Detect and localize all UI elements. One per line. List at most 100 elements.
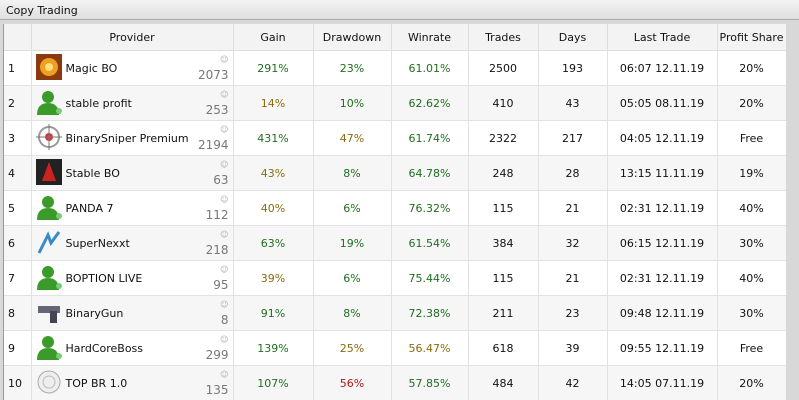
provider-icon xyxy=(35,159,62,185)
subscriber-count: 2194 xyxy=(197,138,229,152)
provider-icon xyxy=(36,336,62,360)
table-cell: 2322 xyxy=(468,120,539,156)
providers-table: Provider Gain Drawdown Winrate Trades Days Las… xyxy=(4,24,786,400)
subscriber-icon: ☺ xyxy=(220,160,229,169)
percent-cell: 431% xyxy=(233,120,314,156)
percent-cell: 61.01% xyxy=(391,50,469,86)
table-cell: 40% xyxy=(717,190,786,226)
subscriber-count: 253 xyxy=(205,103,229,117)
subscriber-icon: ☺ xyxy=(220,195,229,204)
row-number: 6 xyxy=(4,225,32,261)
table-cell: 40% xyxy=(717,260,786,296)
provider-name: SuperNexxt xyxy=(65,237,130,250)
table-row: 4 Stable BO ☺ 63 43% 8% 64.78% 248 28 13:15 11.11… xyxy=(4,155,786,191)
table-cell: 618 xyxy=(468,330,539,366)
column-header: Provider xyxy=(31,24,234,51)
table-row: 9 HardCoreBoss ☺ 299 139% 25% 56.47% 618 39 09:55… xyxy=(4,330,786,366)
table-cell: 30% xyxy=(717,225,786,261)
table-cell: 13:15 11.11.19 xyxy=(607,155,718,191)
provider-icon xyxy=(37,306,60,323)
row-number: 4 xyxy=(4,155,32,191)
table-cell: 384 xyxy=(468,225,539,261)
percent-cell: 6% xyxy=(313,190,392,226)
percent-cell: 72.38% xyxy=(391,295,469,331)
title-bar: Copy Trading xyxy=(0,0,799,20)
table-cell: 2500 xyxy=(468,50,539,86)
subscriber-count: 135 xyxy=(205,383,229,397)
table-cell: 20% xyxy=(717,85,786,121)
table-cell: 21 xyxy=(538,260,608,296)
percent-cell: 139% xyxy=(233,330,314,366)
table-cell: 14:05 07.11.19 xyxy=(607,365,718,400)
column-header: Drawdown xyxy=(313,24,392,51)
table-row: 10 TOP BR 1.0 ☺ 135 107% 56% 57.85% 484 42 14:05 … xyxy=(4,365,786,400)
percent-cell: 14% xyxy=(233,85,314,121)
subscriber-count: 299 xyxy=(205,348,229,362)
provider-cell: TOP BR 1.0 ☺ 135 xyxy=(31,365,234,400)
table-cell: Free xyxy=(717,120,786,156)
window-title: Copy Trading xyxy=(6,4,78,17)
provider-name: BinarySniper Premium xyxy=(65,132,189,145)
table-cell: 19% xyxy=(717,155,786,191)
provider-name: BOPTION LIVE xyxy=(65,272,143,285)
column-header: Last Trade xyxy=(607,24,718,51)
subscriber-icon: ☺ xyxy=(220,300,229,309)
percent-cell: 62.62% xyxy=(391,85,469,121)
percent-cell: 56% xyxy=(313,365,392,400)
provider-icon xyxy=(36,91,62,115)
subscriber-icon: ☺ xyxy=(220,55,229,64)
percent-cell: 39% xyxy=(233,260,314,296)
provider-cell: BinaryGun ☺ 8 xyxy=(31,295,234,331)
row-number: 3 xyxy=(4,120,32,156)
subscriber-icon: ☺ xyxy=(220,335,229,344)
table-row: 3 BinarySniper Premium ☺ 2194 431% 47% 61.74% 2… xyxy=(4,120,786,156)
percent-cell: 91% xyxy=(233,295,314,331)
column-header: Winrate xyxy=(391,24,469,51)
table-cell: 06:15 12.11.19 xyxy=(607,225,718,261)
table-cell: 193 xyxy=(538,50,608,86)
header-row: Provider Gain Drawdown Winrate Trades Days Las… xyxy=(4,24,786,51)
table-cell: 09:55 12.11.19 xyxy=(607,330,718,366)
table-cell: 21 xyxy=(538,190,608,226)
subscriber-count: 63 xyxy=(213,173,229,187)
provider-icon xyxy=(35,124,62,150)
column-header: Profit Share xyxy=(717,24,786,51)
provider-cell: BOPTION LIVE ☺ 95 xyxy=(31,260,234,296)
table-row: 2 stable profit ☺ 253 14% 10% 62.62% 410 43 05:05… xyxy=(4,85,786,121)
table-cell: 32 xyxy=(538,225,608,261)
percent-cell: 47% xyxy=(313,120,392,156)
percent-cell: 75.44% xyxy=(391,260,469,296)
percent-cell: 10% xyxy=(313,85,392,121)
row-number: 1 xyxy=(4,50,32,86)
table-row: 5 PANDA 7 ☺ 112 40% 6% 76.32% 115 21 02:31 12.11.… xyxy=(4,190,786,226)
table-cell: 39 xyxy=(538,330,608,366)
table-cell: Free xyxy=(717,330,786,366)
table-cell: 04:05 12.11.19 xyxy=(607,120,718,156)
percent-cell: 23% xyxy=(313,50,392,86)
provider-name: Magic BO xyxy=(65,62,118,75)
table-cell: 248 xyxy=(468,155,539,191)
provider-cell: Stable BO ☺ 63 xyxy=(31,155,234,191)
table-cell: 211 xyxy=(468,295,539,331)
table-cell: 217 xyxy=(538,120,608,156)
table-cell: 05:05 08.11.19 xyxy=(607,85,718,121)
provider-name: PANDA 7 xyxy=(65,202,114,215)
row-number: 8 xyxy=(4,295,32,331)
table-cell: 20% xyxy=(717,365,786,400)
percent-cell: 8% xyxy=(313,295,392,331)
table-cell: 410 xyxy=(468,85,539,121)
subscriber-count: 218 xyxy=(205,243,229,257)
provider-cell: Magic BO ☺ 2073 xyxy=(31,50,234,86)
table-row: 7 BOPTION LIVE ☺ 95 39% 6% 75.44% 115 21 02:31 12… xyxy=(4,260,786,296)
row-number: 5 xyxy=(4,190,32,226)
table-cell: 02:31 12.11.19 xyxy=(607,260,718,296)
percent-cell: 76.32% xyxy=(391,190,469,226)
provider-cell: PANDA 7 ☺ 112 xyxy=(31,190,234,226)
subscriber-icon: ☺ xyxy=(220,90,229,99)
row-number: 10 xyxy=(4,365,32,400)
table-cell: 484 xyxy=(468,365,539,400)
table-cell: 09:48 12.11.19 xyxy=(607,295,718,331)
percent-cell: 107% xyxy=(233,365,314,400)
percent-cell: 291% xyxy=(233,50,314,86)
